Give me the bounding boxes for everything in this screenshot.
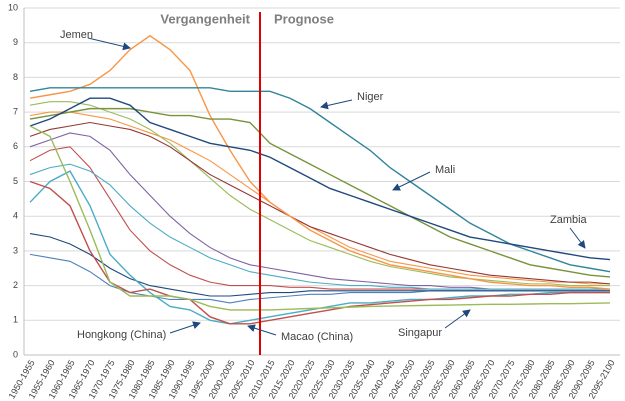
series-label: Niger [357, 91, 384, 103]
y-tick-label: 8 [13, 72, 18, 82]
series-line [29, 180, 610, 325]
series-line [29, 125, 611, 311]
y-tick-label: 7 [13, 106, 18, 116]
series-line [29, 107, 611, 278]
y-tick-label: 0 [13, 349, 18, 359]
series-label: Macao (China) [281, 331, 353, 343]
y-tick-label: 5 [13, 176, 18, 186]
callout-arrow [320, 99, 353, 110]
y-tick-label: 1 [13, 315, 18, 325]
series-line [29, 132, 610, 290]
series-label: Jemen [60, 29, 93, 41]
y-tick-label: 2 [13, 280, 18, 290]
series-line [29, 34, 611, 290]
section-label: Prognose [274, 11, 334, 26]
callout-arrow [569, 227, 586, 249]
y-tick-label: 3 [13, 245, 18, 255]
series-line [29, 163, 610, 290]
callout-arrow [247, 324, 277, 336]
series-label: Singapur [398, 327, 442, 339]
series-label: Zambia [550, 214, 588, 226]
callout-arrow [392, 171, 431, 191]
series-line [29, 233, 610, 297]
series-line [29, 97, 611, 261]
y-tick-label: 6 [13, 141, 18, 151]
callout-arrow [87, 37, 131, 51]
callout-arrow [169, 321, 201, 334]
y-tick-label: 9 [13, 37, 18, 47]
series-label: Hongkong (China) [77, 329, 166, 341]
section-label: Vergangenheit [160, 11, 250, 26]
series-line [29, 111, 610, 285]
series-line [29, 146, 610, 290]
series-label: Mali [435, 164, 455, 176]
y-tick-label: 4 [13, 211, 18, 221]
callout-arrow [444, 309, 471, 329]
series-line [29, 121, 611, 285]
series-line [29, 170, 610, 325]
series-line [29, 101, 610, 287]
y-tick-label: 10 [8, 2, 18, 12]
